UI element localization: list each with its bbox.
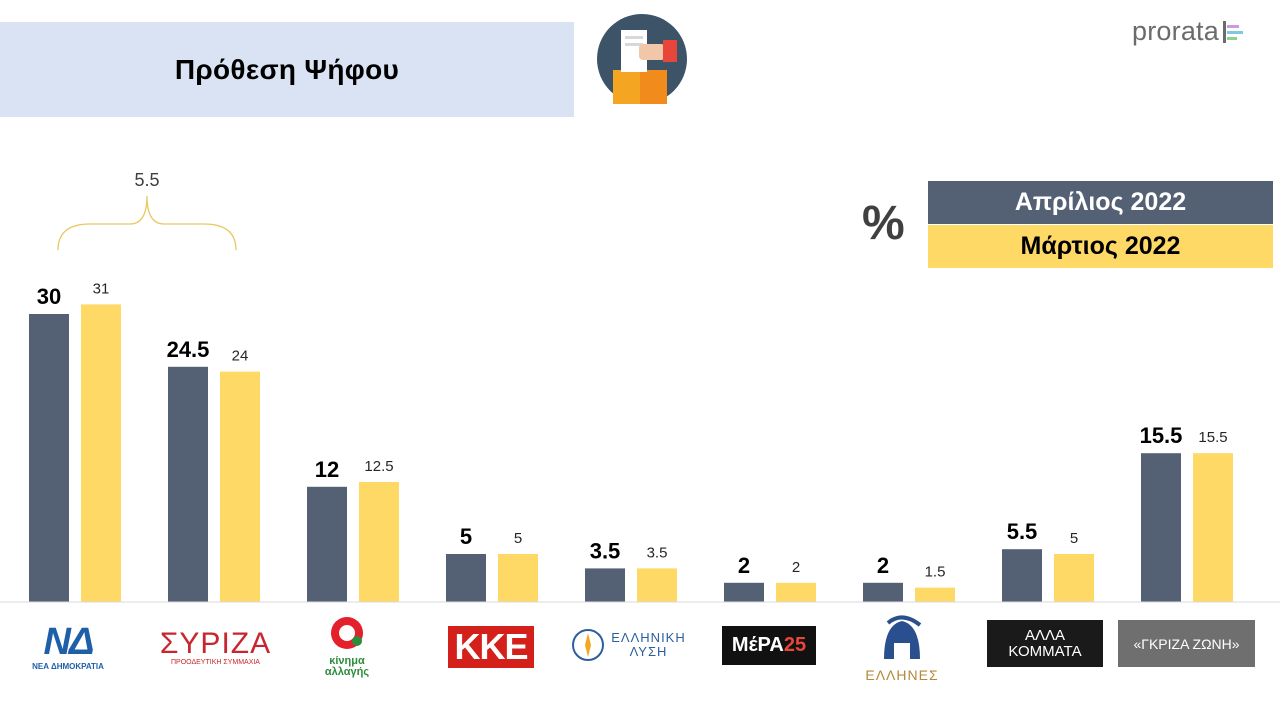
value-label-april-party-8: 5.5 (1007, 519, 1038, 544)
value-label-march-party-4: 5 (514, 530, 522, 547)
bar-march-party-2 (220, 371, 260, 602)
bar-april-party-3 (307, 486, 347, 602)
value-label-april-party-6: 2 (738, 553, 750, 578)
logo-kke: ΚΚΕ (446, 612, 536, 682)
logo-mera25-num: 25 (783, 633, 807, 656)
bar-march-party-7 (915, 587, 955, 602)
logo-kinal: κίνημα αλλαγής (312, 612, 382, 682)
logo-mera25-main: ΜέΡΑ (731, 633, 784, 656)
bar-april-party-1 (29, 314, 69, 602)
legend-april: Απρίλιος 2022 (928, 181, 1273, 224)
value-label-april-party-1: 30 (37, 284, 61, 309)
value-label-march-party-8: 5 (1070, 530, 1078, 547)
spartan-helmet-icon (883, 615, 922, 660)
logo-nd-sub: ΝΕΑ ΔΗΜΟΚΡΑΤΙΑ (32, 661, 104, 671)
value-label-april-party-9: 15.5 (1140, 423, 1183, 448)
legend-march-label: Μάρτιος 2022 (1020, 232, 1181, 260)
logo-other-line2: ΚΟΜΜΑΤΑ (1008, 642, 1082, 660)
brand-name: prorata (1132, 16, 1219, 46)
logo-mera25: ΜέΡΑ25 (718, 610, 820, 680)
logo-other-line1: ΑΛΛΑ (1024, 626, 1066, 644)
party-logos: ΝΔ ΝΕΑ ΔΗΜΟΚΡΑΤΙΑ ΣΥΡΙΖΑ ΠΡΟΟΔΕΥΤΙΚΗ ΣΥΜ… (0, 610, 1280, 710)
bar-march-party-3 (359, 482, 399, 602)
logo-nd: ΝΔ ΝΕΑ ΔΗΜΟΚΡΑΤΙΑ (28, 612, 108, 682)
value-label-april-party-4: 5 (460, 524, 472, 549)
logo-kinal-line1: κίνημα (329, 654, 365, 667)
kinal-flower-icon (331, 617, 363, 650)
legend-march: Μάρτιος 2022 (928, 225, 1273, 268)
logo-other-parties: ΑΛΛΑ ΚΟΜΜΑΤΑ (987, 620, 1103, 667)
logo-ellines-main: ΕΛΛΗΝΕΣ (865, 667, 939, 684)
value-label-march-party-2: 24 (232, 348, 249, 365)
logo-ell-lysi: ΕΛΛΗΝΙΚΗ ΛΥΣΗ (566, 610, 691, 680)
logo-ell-lysi-line2: ΛΥΣΗ (629, 644, 668, 659)
difference-label: 5.5 (134, 170, 159, 190)
legend-april-label: Απρίλιος 2022 (1014, 188, 1187, 216)
logo-ellines: ΕΛΛΗΝΕΣ (852, 610, 952, 688)
bar-april-party-2 (168, 366, 208, 602)
logo-nd-main: ΝΔ (43, 620, 95, 663)
logo-syriza: ΣΥΡΙΖΑ ΠΡΟΟΔΕΥΤΙΚΗ ΣΥΜΜΑΧΙΑ (158, 612, 273, 682)
logo-kinal-line2: αλλαγής (324, 666, 370, 679)
title-box: Πρόθεση Ψήφου (0, 22, 574, 117)
brand-bars-icon (1222, 20, 1243, 43)
logo-syriza-sub: ΠΡΟΟΔΕΥΤΙΚΗ ΣΥΜΜΑΧΙΑ (171, 659, 260, 667)
logo-kke-main: ΚΚΕ (448, 626, 534, 668)
value-label-april-party-5: 3.5 (590, 538, 621, 563)
bar-march-party-1 (81, 304, 121, 602)
value-label-april-party-7: 2 (877, 553, 889, 578)
value-label-march-party-6: 2 (792, 559, 800, 576)
bar-april-party-5 (585, 568, 625, 602)
bar-march-party-6 (776, 582, 816, 602)
value-label-march-party-1: 31 (93, 280, 110, 297)
brand-logo: prorata (1132, 16, 1245, 47)
logo-ell-lysi-line1: ΕΛΛΗΝΙΚΗ (611, 630, 686, 646)
value-label-march-party-5: 3.5 (647, 544, 668, 561)
value-label-march-party-7: 1.5 (925, 564, 946, 581)
bar-march-party-4 (498, 554, 538, 602)
logo-grey-zone: «ΓΚΡΙΖΑ ΖΩΝΗ» (1118, 620, 1255, 667)
value-label-april-party-2: 24.5 (167, 337, 210, 362)
compass-icon (572, 629, 605, 661)
logo-syriza-main: ΣΥΡΙΖΑ (159, 626, 272, 660)
bar-april-party-6 (724, 582, 764, 602)
value-label-march-party-3: 12.5 (364, 458, 393, 475)
bar-march-party-9 (1193, 453, 1233, 602)
bar-march-party-5 (637, 568, 677, 602)
ballot-box-icon (597, 14, 687, 104)
difference-bracket (57, 195, 237, 251)
bar-april-party-4 (446, 554, 486, 602)
bar-march-party-8 (1054, 554, 1094, 602)
value-label-march-party-9: 15.5 (1198, 429, 1227, 446)
bar-april-party-9 (1141, 453, 1181, 602)
value-label-april-party-3: 12 (315, 457, 339, 482)
logo-grey-zone-main: «ΓΚΡΙΖΑ ΖΩΝΗ» (1133, 635, 1240, 652)
bar-april-party-7 (863, 582, 903, 602)
bar-april-party-8 (1002, 549, 1042, 602)
page-title: Πρόθεση Ψήφου (174, 53, 400, 85)
percent-sign: % (862, 197, 905, 250)
